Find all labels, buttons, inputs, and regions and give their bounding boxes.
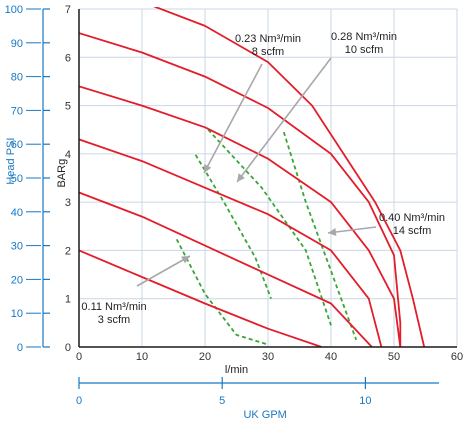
head-psi-tick-label: 50 <box>11 173 23 185</box>
y-tick-label: 3 <box>65 197 71 209</box>
head-psi-tick-label: 20 <box>11 274 23 286</box>
callout-arrowhead <box>328 228 337 236</box>
x-axis-title: l/min <box>225 364 248 376</box>
annotation-text: 0.23 Nm³/min <box>235 33 301 45</box>
performance-curve-5 <box>79 32 402 347</box>
annotation-text: 10 scfm <box>345 44 384 56</box>
callout-arrowhead <box>204 164 212 173</box>
head-psi-tick-label: 40 <box>11 207 23 219</box>
y-tick-label: 1 <box>65 294 71 306</box>
axes: 0 10 20 30 40 50 60 0 1 2 3 4 5 6 7 l/min BARg <box>56 4 463 376</box>
x-tick-label: 50 <box>388 351 400 363</box>
performance-curve-4 <box>79 85 402 347</box>
y-tick-label: 4 <box>65 149 71 161</box>
x-tick-label: 0 <box>76 351 82 363</box>
annotation-text: 8 scfm <box>252 46 284 58</box>
head-psi-tick-label: 90 <box>11 38 23 50</box>
head-psi-axis: 0 10 20 30 40 50 60 70 80 90 100 Head PSI <box>5 4 50 354</box>
head-psi-tick-label: 60 <box>11 139 23 151</box>
x-tick-label: 10 <box>136 351 148 363</box>
air-consumption-lines <box>175 129 358 346</box>
uk-gpm-tick-label: 10 <box>359 395 371 407</box>
callout-arrow <box>327 226 377 234</box>
performance-curve-3 <box>79 138 383 347</box>
annotation-text: 14 scfm <box>393 225 432 237</box>
y-tick-label: 2 <box>65 245 71 257</box>
head-psi-axis-title: Head PSI <box>5 138 17 185</box>
head-psi-tick-label: 0 <box>17 342 23 354</box>
air-consumption-line-4 <box>282 131 358 341</box>
annotation-text: 0.40 Nm³/min <box>379 212 445 224</box>
callout-arrowhead <box>181 256 190 264</box>
annotation-text: 3 scfm <box>98 314 130 326</box>
callout-arrow <box>136 255 191 287</box>
uk-gpm-tick-label: 0 <box>76 395 82 407</box>
x-tick-label: 20 <box>199 351 211 363</box>
x-tick-label: 30 <box>262 351 274 363</box>
curve-series <box>79 7 426 347</box>
air-consumption-line-1 <box>175 238 269 346</box>
y-axis-title: BARg <box>56 159 68 188</box>
callout-arrow <box>236 57 332 183</box>
performance-curve-1 <box>79 249 322 347</box>
performance-curve-2 <box>79 191 373 347</box>
uk-gpm-axis-title: UK GPM <box>243 409 286 421</box>
y-tick-label: 6 <box>65 52 71 64</box>
grid <box>79 8 458 347</box>
head-psi-tick-label: 10 <box>11 308 23 320</box>
uk-gpm-axis: 0 5 10 UK GPM <box>76 377 439 421</box>
head-psi-tick-label: 100 <box>5 4 23 16</box>
callout-arrowhead <box>237 173 245 182</box>
annotation-text: 0.11 Nm³/min <box>81 301 146 313</box>
air-consumption-line-2 <box>194 154 272 300</box>
callout-arrow <box>203 63 263 174</box>
head-psi-tick-label: 70 <box>11 105 23 117</box>
y-tick-label: 7 <box>65 4 71 16</box>
performance-curve-6 <box>153 7 426 347</box>
head-psi-tick-label: 30 <box>11 241 23 253</box>
x-tick-label: 60 <box>451 351 463 363</box>
head-psi-tick-label: 80 <box>11 72 23 84</box>
uk-gpm-tick-label: 5 <box>219 395 225 407</box>
y-tick-label: 0 <box>65 342 71 354</box>
y-tick-label: 5 <box>65 101 71 113</box>
annotation-text: 0.28 Nm³/min <box>331 31 397 43</box>
x-tick-label: 40 <box>325 351 337 363</box>
